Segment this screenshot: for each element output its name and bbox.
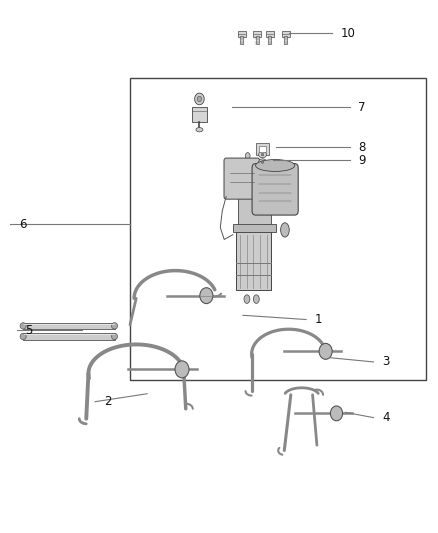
Bar [240, 36, 243, 44]
Bar [233, 224, 276, 232]
Text: 2: 2 [104, 395, 111, 408]
Ellipse shape [112, 333, 117, 340]
Bar [255, 143, 269, 155]
Text: 10: 10 [341, 27, 356, 39]
Text: 8: 8 [358, 141, 366, 154]
Bar [238, 197, 271, 230]
Ellipse shape [254, 295, 259, 303]
Ellipse shape [194, 93, 204, 105]
Text: 4: 4 [382, 411, 390, 424]
Bar [130, 78, 426, 381]
Text: 9: 9 [358, 154, 366, 167]
Bar [253, 31, 261, 37]
Bar [266, 31, 274, 37]
Text: 1: 1 [315, 313, 322, 326]
Ellipse shape [244, 295, 250, 303]
Bar [23, 322, 115, 329]
Text: 3: 3 [382, 356, 389, 368]
Ellipse shape [112, 322, 117, 329]
Bar [191, 108, 207, 122]
Ellipse shape [281, 223, 289, 237]
Ellipse shape [20, 333, 26, 340]
Ellipse shape [330, 406, 343, 421]
Bar [268, 36, 272, 44]
Ellipse shape [196, 127, 203, 132]
Ellipse shape [261, 161, 264, 164]
Bar [259, 146, 266, 152]
Text: 5: 5 [25, 324, 33, 337]
Ellipse shape [245, 152, 250, 159]
Ellipse shape [258, 151, 266, 158]
Ellipse shape [20, 322, 26, 329]
Ellipse shape [197, 96, 201, 102]
Ellipse shape [261, 154, 264, 156]
Bar [282, 31, 290, 37]
Ellipse shape [319, 343, 332, 359]
Bar [284, 36, 287, 44]
FancyBboxPatch shape [252, 164, 298, 215]
Text: 7: 7 [358, 101, 366, 114]
Ellipse shape [255, 159, 295, 172]
Bar [238, 31, 246, 37]
Bar [23, 333, 115, 340]
Ellipse shape [200, 288, 213, 304]
Bar [256, 36, 259, 44]
Text: 6: 6 [19, 217, 26, 231]
Ellipse shape [258, 159, 266, 165]
Bar [236, 232, 271, 289]
Ellipse shape [175, 361, 189, 378]
FancyBboxPatch shape [224, 158, 260, 199]
